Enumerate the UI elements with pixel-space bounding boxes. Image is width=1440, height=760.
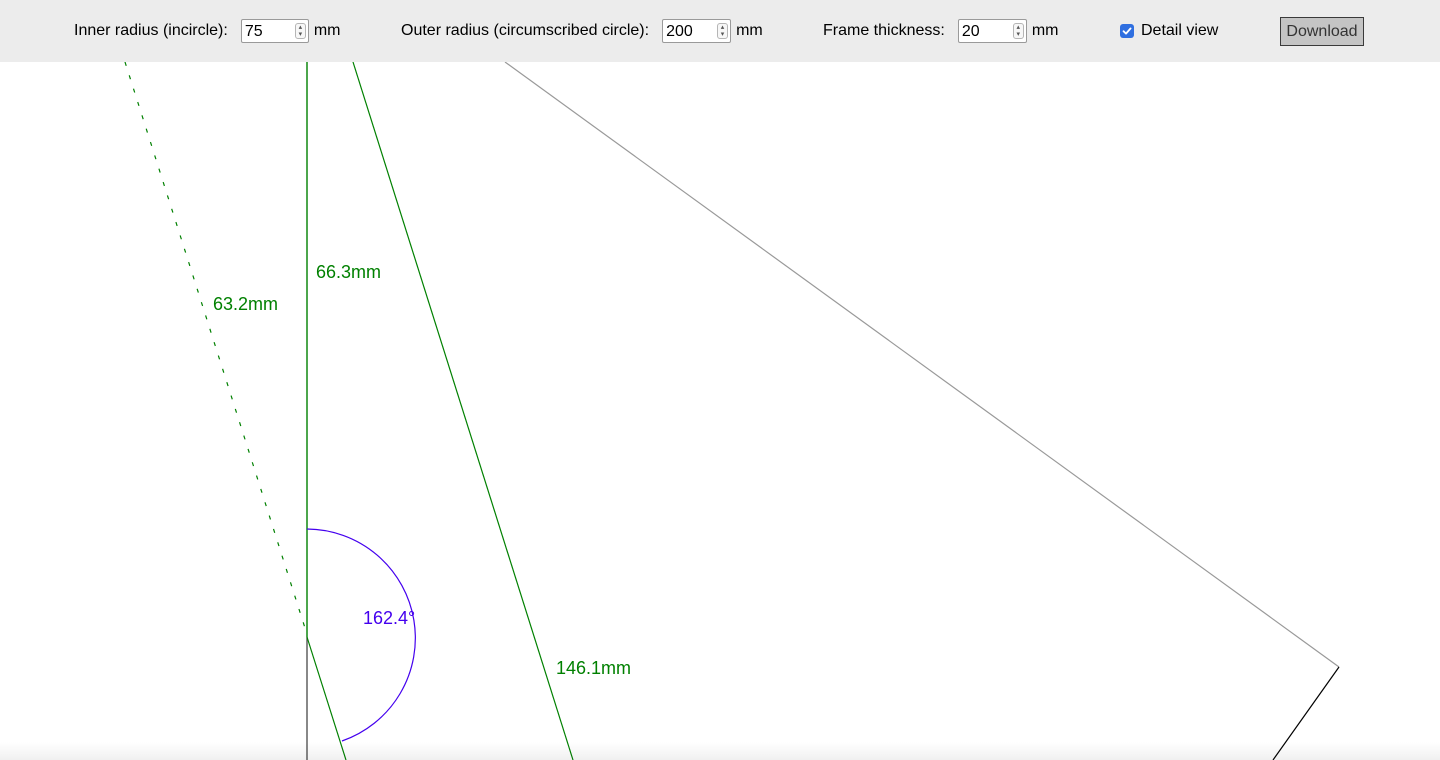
dimension-line-dashed (124, 62, 306, 629)
outer-edge-line (504, 62, 1340, 668)
inner-radius-stepper[interactable]: ▴ ▾ (294, 23, 306, 39)
detail-view-label: Detail view (1141, 22, 1219, 39)
inner-radius-input-box[interactable]: ▴▾ (240, 19, 309, 43)
detail-view-checkbox[interactable] (1120, 24, 1134, 38)
angle-leg-line (306, 636, 347, 760)
angle-label: 162.4° (363, 608, 415, 628)
inner-radius-unit: mm (313, 22, 341, 39)
frame-thickness-stepper[interactable]: ▴ ▾ (1012, 23, 1024, 39)
outer-radius-unit: mm (736, 22, 763, 39)
outer-radius-stepper[interactable]: ▴ ▾ (717, 23, 729, 39)
outer-corner-edge (1272, 666, 1340, 760)
dimension-label-146: 146.1mm (556, 658, 631, 678)
outer-radius-input-box[interactable]: ▴▾ (662, 19, 732, 43)
frame-thickness-control: Frame thickness: ▴▾ mm (823, 19, 1058, 43)
frame-thickness-input-box[interactable]: ▴▾ (957, 19, 1027, 43)
dimension-label-63: 63.2mm (213, 294, 278, 314)
toolbar: Inner radius (incircle): ▴▾ mm Outer rad… (0, 0, 1440, 62)
download-button[interactable]: Download (1280, 17, 1364, 46)
dimension-line-diagonal (352, 62, 574, 760)
frame-thickness-unit: mm (1031, 22, 1059, 39)
angle-arc (306, 528, 416, 742)
outer-radius-control: Outer radius (circumscribed circle): ▴▾ … (401, 19, 763, 43)
bottom-scroll-shadow (0, 742, 1440, 760)
frame-drawing-canvas: 63.2mm 66.3mm 146.1mm 162.4° (124, 62, 1340, 760)
detail-view-toggle[interactable]: Detail view (1120, 22, 1218, 40)
outer-radius-label: Outer radius (circumscribed circle): (401, 22, 650, 39)
checkmark-icon (1122, 27, 1132, 35)
inner-radius-input[interactable] (241, 20, 308, 42)
dimension-label-66: 66.3mm (316, 262, 381, 282)
frame-thickness-label: Frame thickness: (823, 22, 945, 39)
inner-radius-control: Inner radius (incircle): ▴▾ mm (74, 19, 340, 43)
frame-thickness-input[interactable] (958, 20, 1026, 42)
outer-radius-input[interactable] (663, 20, 731, 42)
inner-radius-label: Inner radius (incircle): (74, 22, 228, 39)
